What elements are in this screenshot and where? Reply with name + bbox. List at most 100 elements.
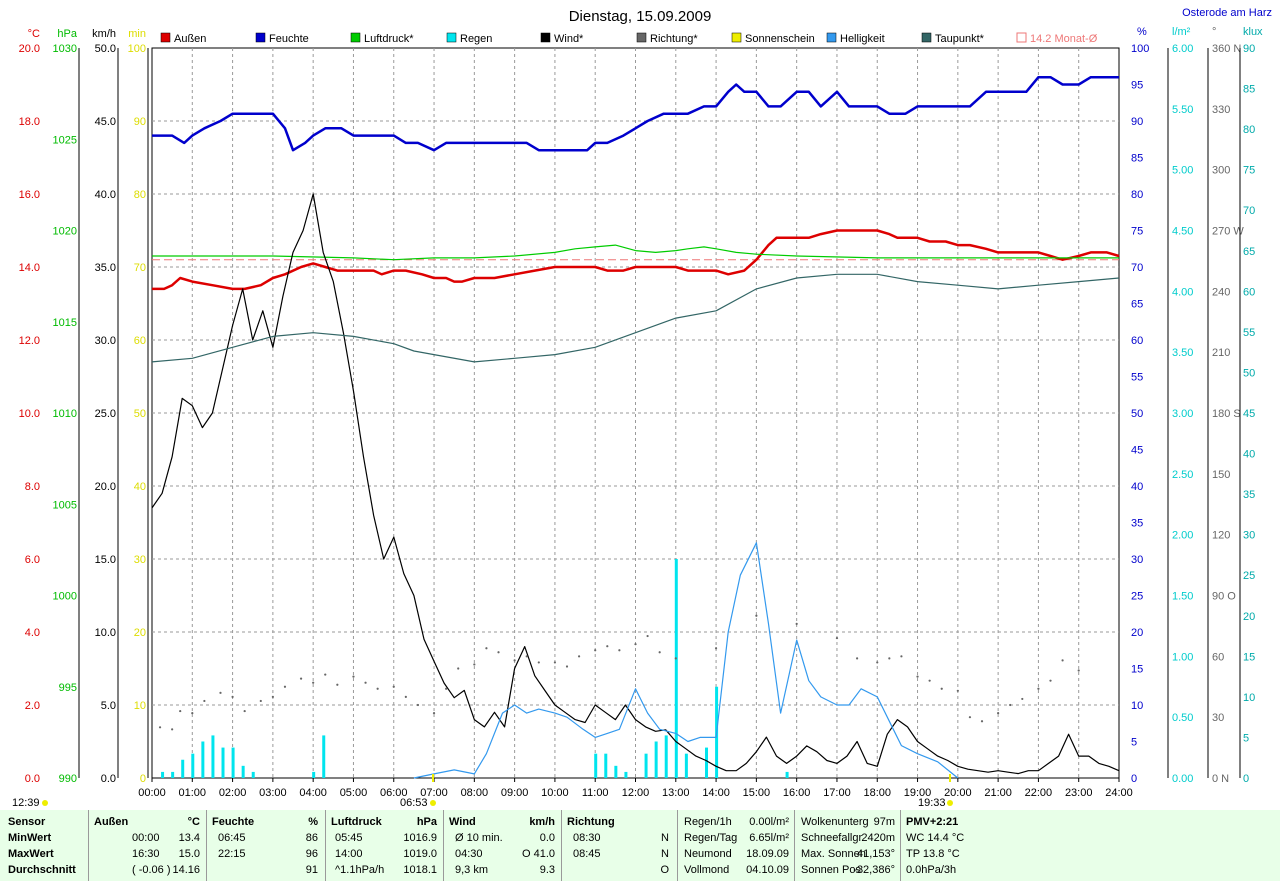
series-line-auen [152, 229, 1120, 291]
x-tick-label: 17:00 [823, 787, 851, 799]
right-axis-tick-label: 40 [1131, 481, 1143, 493]
direction-point [219, 691, 222, 694]
rain-bar [604, 753, 608, 778]
x-tick-label: 07:00 [420, 787, 448, 799]
direction-point [1061, 659, 1064, 662]
right-axis-tick-label: 65 [1243, 246, 1255, 258]
left-axis-tick-label: 35.0 [95, 262, 116, 274]
direction-point [191, 712, 194, 715]
footer-separator [677, 810, 678, 881]
left-axis-tick-label: 12.0 [19, 335, 40, 347]
right-axis-tick-label: 90 [1243, 43, 1255, 55]
footer-cell: 0.0 [539, 832, 555, 844]
left-axis-tick-label: 1025 [53, 134, 77, 146]
right-axis-unit: % [1137, 26, 1147, 38]
x-tick-label: 01:00 [179, 787, 207, 799]
x-tick-label: 06:00 [380, 787, 408, 799]
direction-point [1077, 669, 1080, 672]
left-axis-tick-label: 10 [134, 700, 146, 712]
rain-bar [785, 771, 789, 778]
direction-point [158, 726, 162, 729]
summary-footer: Sensor MinWert MaxWert Durchschnitt Außen °C 0… [0, 810, 1280, 881]
right-axis-tick-label: 2.50 [1172, 469, 1193, 481]
left-axis-tick-label: 0.0 [101, 773, 116, 785]
right-axis-tick-label: 1.50 [1172, 591, 1193, 603]
footer-cell: 9,3 km [455, 864, 489, 876]
direction-point [432, 712, 436, 715]
right-axis-tick-label: 20 [1243, 611, 1255, 623]
legend-swatch [1016, 32, 1027, 43]
series-line-wind [151, 193, 1120, 775]
series-line-taupunkt [151, 273, 1120, 363]
footer-cell: 41,153° [856, 848, 895, 860]
right-axis-tick-label: 0 [1131, 773, 1137, 785]
rain-bar [674, 559, 678, 778]
direction-point [513, 659, 516, 662]
left-axis-tick-label: 25.0 [95, 408, 116, 420]
sunrise-label: 06:53 [400, 797, 428, 809]
left-axis-tick-label: 0.0 [25, 773, 40, 785]
footer-cell: Neumond [684, 848, 732, 860]
x-tick-label: 09:00 [501, 787, 529, 799]
legend-label: Luftdruck* [364, 33, 414, 45]
footer-cell: hPa [416, 816, 437, 828]
left-axis-tick-label: 990 [59, 773, 77, 785]
right-axis-tick-label: 25 [1131, 591, 1143, 603]
x-tick-label: 21:00 [984, 787, 1012, 799]
footer-cell: N [661, 848, 669, 860]
direction-point [755, 614, 758, 617]
rain-bar [312, 771, 316, 778]
footer-cell: 18.09.09 [746, 848, 789, 860]
left-axis-tick-label: 50 [134, 408, 146, 420]
series-line-feuchte [152, 75, 1119, 152]
right-axis-tick-label: 90 [1131, 116, 1143, 128]
left-axis-tick-label: 14.0 [19, 262, 40, 274]
right-axis-tick-label: 10 [1131, 700, 1143, 712]
footer-cell: Schneefallgr [801, 832, 863, 844]
footer-cell: 14.16 [172, 864, 200, 876]
footer-cell: PMV+2:21 [906, 816, 959, 828]
right-axis-tick-label: 55 [1131, 372, 1143, 384]
direction-point [312, 681, 315, 684]
left-axis-tick-label: 30.0 [95, 335, 116, 347]
left-axis-tick-label: 20 [134, 627, 146, 639]
footer-cell: 9.3 [539, 864, 555, 876]
direction-point [299, 677, 303, 680]
left-axis-tick-label: 995 [59, 682, 77, 694]
right-axis-tick-label: 25 [1243, 570, 1255, 582]
left-axis-tick-label: 1010 [53, 408, 77, 420]
x-tick-label: 11:00 [582, 787, 609, 799]
left-axis-unit: °C [28, 28, 40, 40]
rain-bar [251, 771, 255, 778]
right-axis-tick-label: 35 [1131, 518, 1143, 530]
x-tick-label: 10:00 [541, 787, 569, 799]
footer-cell: 08:30 [573, 832, 601, 844]
x-tick-label: 23:00 [1065, 787, 1093, 799]
legend-label: Außen [174, 33, 206, 45]
right-axis-tick-label: 0 [1243, 773, 1249, 785]
right-axis-tick-label: 270 W [1212, 226, 1244, 238]
right-axis-tick-label: 80 [1131, 189, 1143, 201]
right-axis-tick-label: 45 [1243, 408, 1255, 420]
direction-point [179, 709, 182, 713]
x-tick-label: 20:00 [944, 787, 972, 799]
x-tick-label: 08:00 [461, 787, 489, 799]
right-axis-tick-label: 60 [1131, 335, 1143, 347]
legend-swatch [350, 32, 361, 43]
footer-cell: 14:00 [335, 848, 363, 860]
footer-cell: O [660, 864, 669, 876]
direction-point [416, 703, 420, 707]
direction-point [392, 685, 395, 688]
footer-cell: 08:45 [573, 848, 601, 860]
left-axis-tick-label: 1000 [53, 591, 77, 603]
direction-point [876, 661, 879, 664]
right-axis-tick-label: 5 [1131, 737, 1137, 749]
right-axis-tick-label: 150 [1212, 469, 1230, 481]
legend-swatch [826, 32, 837, 43]
direction-point [525, 655, 528, 658]
footer-separator [443, 810, 444, 881]
chart-title: Dienstag, 15.09.2009 [569, 8, 712, 25]
direction-point [485, 647, 488, 650]
direction-point [283, 685, 287, 688]
footer-cell: 2420m [861, 832, 895, 844]
